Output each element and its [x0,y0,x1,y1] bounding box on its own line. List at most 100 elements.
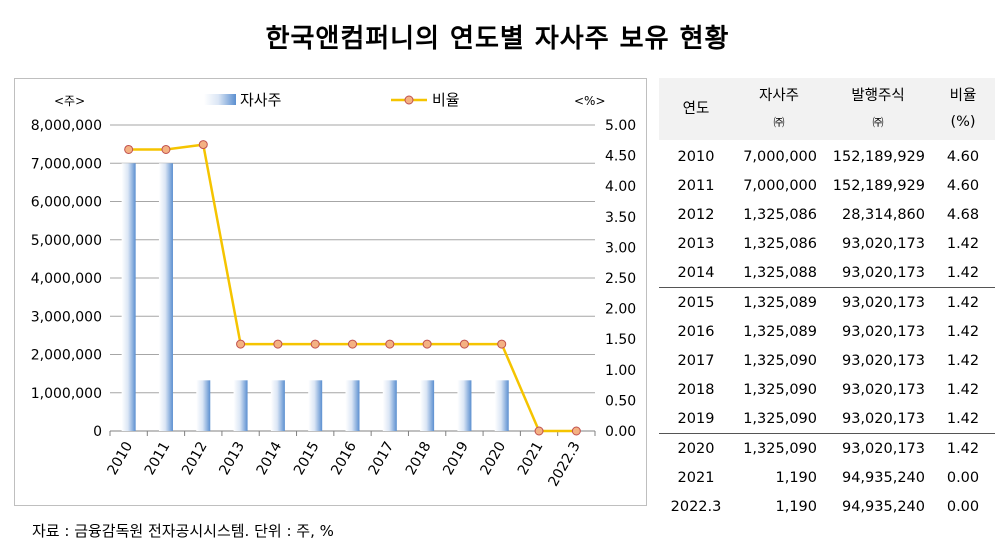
x-tick-label: 2013 [216,439,248,478]
bar [494,380,509,431]
cell-year: 2015 [659,287,733,317]
right-tick-label: 3.00 [605,240,636,256]
table-row: 2015 1,325,089 93,020,173 1.42 [659,287,995,317]
cell-treasury-stock: 7,000,000 [743,148,817,165]
bar [420,380,435,431]
cell-treasury-stock: 1,190 [775,498,817,515]
right-tick-label: 3.50 [605,210,636,226]
cell-issued-shares: 93,020,173 [841,264,925,281]
x-tick-label: 2011 [142,439,174,478]
header-year: 연도 [682,101,710,117]
cell-treasury-stock: 1,190 [775,469,817,486]
x-tick-label: 2017 [366,439,398,478]
cell-issued-shares: 93,020,173 [841,410,925,427]
cell-issued-shares: 152,189,929 [832,148,925,165]
ratio-point [161,144,171,154]
cell-year: 2012 [677,206,715,223]
cell-ratio: 1.42 [931,433,995,463]
right-tick-label: 4.00 [605,179,636,195]
cell-ratio: 4.68 [946,206,980,223]
cell-ratio: 0.00 [946,498,980,515]
bar [270,380,285,431]
right-tick-label: 1.50 [605,332,636,348]
cell-ratio: 1.42 [931,287,995,317]
x-tick-label: 2021 [515,439,547,478]
table-row: 2019 1,325,090 93,020,173 1.42 [659,404,995,434]
left-tick-label: 2,000,000 [31,348,102,364]
combo-chart: 8,000,000 7,000,000 6,000,000 5,000,000 4,00… [31,91,636,489]
x-tick-label: 2014 [254,439,286,478]
cell-treasury-stock: 1,325,089 [743,323,817,340]
bar [196,380,211,431]
cell-treasury-stock: 1,325,090 [743,381,817,398]
right-tick-label: 0.00 [605,424,636,440]
cell-issued-shares: 93,020,173 [841,352,925,369]
left-tick-label: 0 [93,424,102,440]
treasury-stock-table-wrap: 연도 자사주 ㈜ 발행주식 ㈜ 비율 (%) 2010 7,000,000 152,… [659,78,995,521]
header-treasury-stock: 자사주 ㈜ [758,87,800,129]
table-row: 2013 1,325,086 93,020,173 1.42 [659,229,995,258]
legend-line-marker [404,95,414,105]
cell-issued-shares: 93,020,173 [825,433,931,463]
table-row: 2012 1,325,086 28,314,860 4.68 [659,200,995,229]
left-tick-label: 7,000,000 [31,156,102,172]
cell-year: 2019 [677,410,715,427]
x-tick-label: 2022.3 [545,439,583,489]
table-row: 2014 1,325,088 93,020,173 1.42 [659,258,995,288]
ratio-point [571,426,581,436]
cell-treasury-stock: 1,325,086 [743,235,817,252]
ratio-point [497,339,507,349]
cell-treasury-stock: 7,000,000 [743,177,817,194]
cell-ratio: 1.42 [946,264,980,281]
cell-issued-shares: 28,314,860 [841,206,925,223]
header-ratio: 비율 (%) [949,88,977,130]
table-row: 2016 1,325,089 93,020,173 1.42 [659,317,995,346]
cell-year: 2022.3 [670,498,722,515]
cell-treasury-stock: 1,325,089 [733,287,825,317]
bar [308,380,323,431]
right-axis-label: <%> [574,94,606,108]
cell-year: 2018 [677,381,715,398]
x-tick-label: 2019 [440,439,472,478]
bar [345,380,360,431]
table-row: 2010 7,000,000 152,189,929 4.60 [659,140,995,171]
ratio-point [422,339,432,349]
page-title: 한국앤컴퍼니의 연도별 자사주 보유 현황 [265,24,730,54]
x-tick-label: 2012 [179,439,211,478]
left-tick-label: 6,000,000 [31,195,102,211]
ratio-point [310,339,320,349]
ratio-point [273,339,283,349]
right-tick-label: 1.00 [605,363,636,379]
bar [233,380,248,431]
cell-ratio: 1.42 [946,235,980,252]
ratio-point [124,144,134,154]
cell-ratio: 1.42 [946,381,980,398]
legend-label-treasury: 자사주 [240,91,281,109]
ratio-point [534,426,544,436]
table-header-row: 연도 자사주 ㈜ 발행주식 ㈜ 비율 (%) [659,78,995,140]
legend-bar-swatch [204,94,236,105]
cell-treasury-stock: 1,325,090 [743,410,817,427]
table-row: 2018 1,325,090 93,020,173 1.42 [659,375,995,404]
cell-year: 2021 [677,469,715,486]
ratio-point [198,140,208,150]
cell-year: 2013 [677,235,715,252]
cell-issued-shares: 93,020,173 [841,323,925,340]
left-tick-label: 8,000,000 [31,118,102,134]
cell-issued-shares: 93,020,173 [841,235,925,252]
cell-issued-shares: 93,020,173 [825,287,931,317]
cell-ratio: 4.60 [946,177,980,194]
left-tick-label: 1,000,000 [31,386,102,402]
table-row: 2020 1,325,090 93,020,173 1.42 [659,433,995,463]
cell-treasury-stock: 1,325,090 [743,352,817,369]
cell-ratio: 1.42 [946,410,980,427]
header-issued-shares: 발행주식 ㈜ [851,87,905,129]
cell-year: 2017 [677,352,715,369]
table-row: 2017 1,325,090 93,020,173 1.42 [659,346,995,375]
cell-treasury-stock: 1,325,088 [743,264,817,281]
left-tick-label: 3,000,000 [31,309,102,325]
cell-ratio: 1.42 [946,323,980,340]
x-tick-label: 2016 [328,439,360,478]
bar [382,380,397,431]
bar [158,163,173,431]
